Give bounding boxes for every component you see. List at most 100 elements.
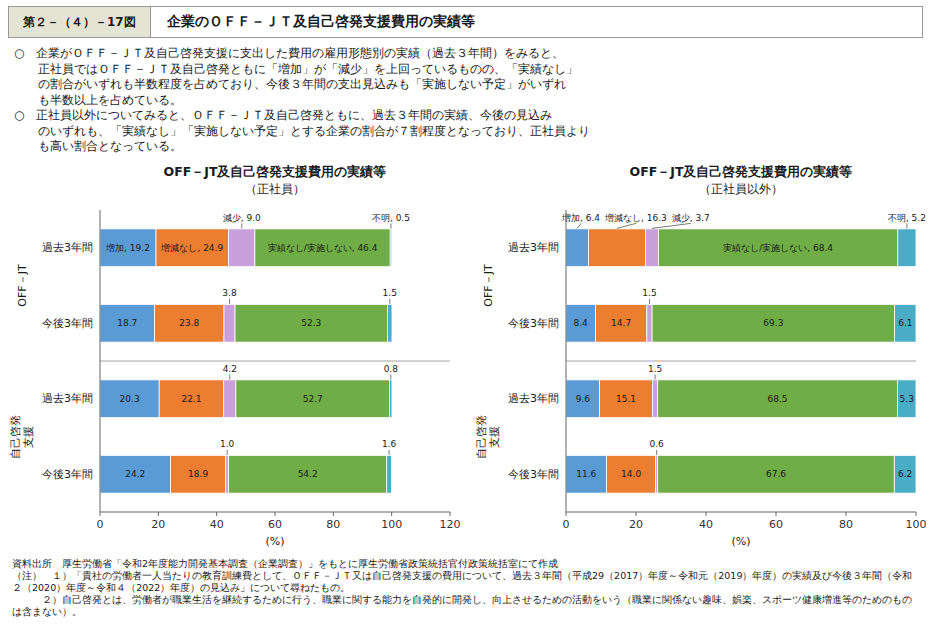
- data-label: 14.7: [611, 318, 631, 328]
- note: ２）自己啓発とは、労働者が職業生活を継続するために行う、職業に関する能力を自発的…: [12, 594, 921, 618]
- x-tick: [916, 512, 917, 516]
- data-label: 5.3: [900, 394, 914, 404]
- bar-segment: [566, 455, 607, 493]
- data-label: 増減なし, 16.3: [604, 213, 667, 223]
- data-label: 実績なし/実施しない, 68.4: [723, 243, 833, 253]
- body-line: も半数以上を占めている。: [14, 93, 919, 109]
- bar-segment: [388, 304, 392, 342]
- data-label: 22.1: [181, 394, 201, 404]
- x-tick-label: 80: [326, 518, 340, 531]
- x-tick: [566, 512, 567, 516]
- leader-line: [390, 374, 391, 379]
- group-label: OFF－JT: [482, 264, 495, 307]
- bar-segment: [897, 380, 916, 418]
- bar-segment: [658, 380, 898, 418]
- footer: 資料出所 厚生労働省「令和2年度能力開発基本調査（企業調査）」をもとに厚生労働省…: [12, 558, 921, 618]
- data-label: 不明, 0.5: [372, 213, 410, 223]
- note: （注） １）「貴社の労働者一人当たりの教育訓練費として、ＯＦＦ－ＪＴ又は自己啓発…: [12, 570, 921, 594]
- leader-line: [652, 223, 691, 228]
- data-label: 1.5: [383, 288, 397, 298]
- x-tick-label: 120: [440, 518, 461, 531]
- chart-title: OFF－JT及自己啓発支援費用の実績等: [630, 164, 853, 179]
- x-tick: [333, 512, 334, 516]
- bar-segment: [100, 380, 159, 418]
- y-axis-line: [100, 210, 101, 512]
- x-tick-label: 100: [381, 518, 402, 531]
- data-label: 11.6: [576, 469, 596, 479]
- data-label: 8.4: [574, 318, 589, 328]
- data-label: 1.5: [648, 364, 662, 374]
- data-label: 増加, 19.2: [105, 243, 150, 253]
- leader-line: [229, 374, 230, 379]
- x-tick: [158, 512, 159, 516]
- x-tick: [636, 512, 637, 516]
- bar-segment: [171, 455, 226, 493]
- bar-segment: [390, 229, 391, 267]
- bar-segment: [894, 455, 916, 493]
- category-label: 今後3年間: [42, 468, 93, 481]
- x-tick-label: 20: [629, 518, 643, 531]
- x-tick: [100, 512, 101, 516]
- data-label: 9.6: [576, 394, 591, 404]
- data-label: 1.0: [220, 439, 235, 449]
- data-label: 24.2: [125, 469, 145, 479]
- x-tick: [846, 512, 847, 516]
- bar-segment: [588, 229, 645, 267]
- bar-segment: [895, 304, 916, 342]
- bar-segment: [229, 229, 255, 267]
- y-axis-line: [566, 210, 567, 512]
- x-tick-label: 100: [906, 518, 927, 531]
- data-label: 不明, 5.2: [888, 213, 926, 223]
- bar-segment: [390, 380, 392, 418]
- group-label: 自己啓発支援: [475, 415, 501, 459]
- header: 第２－（４）－17図 企業のＯＦＦ－ＪＴ及自己啓発支援費用の実績等: [8, 6, 923, 38]
- body-line: ○ 正社員以外についてみると、ＯＦＦ－ＪＴ及自己啓発ともに、過去３年間の実績、今…: [14, 108, 919, 124]
- x-tick-label: 60: [268, 518, 282, 531]
- bar-segment: [595, 304, 646, 342]
- category-label: 今後3年間: [508, 317, 559, 330]
- data-label: 54.2: [298, 469, 318, 479]
- bar-segment: [100, 229, 156, 267]
- group-label-line: 支援: [22, 426, 35, 448]
- data-label: 14.0: [621, 469, 641, 479]
- body-text: ○ 企業がＯＦＦ－ＪＴ及自己啓発支援に支出した費用の雇用形態別の実績（過去３年間…: [14, 46, 919, 155]
- leader-line: [241, 223, 242, 228]
- chart-subtitle: （正社員）: [245, 182, 305, 196]
- leader-line: [389, 450, 390, 455]
- data-label: 6.1: [898, 318, 912, 328]
- bar-segment: [100, 304, 155, 342]
- group-label-line: 自己啓発: [475, 415, 488, 459]
- x-tick-label: 80: [839, 518, 853, 531]
- data-labels: 増加, 6.4増減なし, 16.3減少, 3.7実績なし/実施しない, 68.4…: [561, 213, 926, 479]
- leader-line: [577, 223, 581, 228]
- bar-segment: [607, 455, 656, 493]
- data-label: 増減なし, 24.9: [160, 243, 223, 253]
- x-axis-line: [566, 512, 916, 513]
- group-label: 自己啓発支援: [9, 415, 35, 459]
- category-label: 今後3年間: [42, 317, 93, 330]
- category-label: 今後3年間: [508, 468, 559, 481]
- data-label: 6.2: [898, 469, 912, 479]
- category-label: 過去3年間: [508, 241, 559, 254]
- data-label: 3.8: [222, 288, 237, 298]
- data-label: 0.8: [384, 364, 399, 374]
- data-labels: 増加, 19.2増減なし, 24.9減少, 9.0実績なし/実施しない, 46.…: [105, 213, 410, 479]
- data-label: 1.6: [382, 439, 397, 449]
- x-tick: [391, 512, 392, 516]
- bar-segment: [255, 229, 390, 267]
- data-label: 69.3: [763, 318, 783, 328]
- x-tick: [776, 512, 777, 516]
- data-label: 18.7: [117, 318, 137, 328]
- leader-line: [227, 450, 228, 455]
- body-line: の割合がいずれも半数程度を占めており、今後３年間の支出見込みも「実施しない予定」…: [14, 77, 919, 93]
- category-label: 過去3年間: [42, 392, 93, 405]
- data-label: 0.6: [649, 439, 664, 449]
- group-separator: [100, 361, 450, 362]
- x-axis-label: (%): [265, 535, 284, 548]
- data-label: 1.5: [642, 288, 656, 298]
- bar-segment: [652, 380, 657, 418]
- data-label: 67.6: [766, 469, 786, 479]
- body-line: も高い割合となっている。: [14, 139, 919, 155]
- x-tick-label: 0: [563, 518, 570, 531]
- data-label: 68.5: [768, 394, 788, 404]
